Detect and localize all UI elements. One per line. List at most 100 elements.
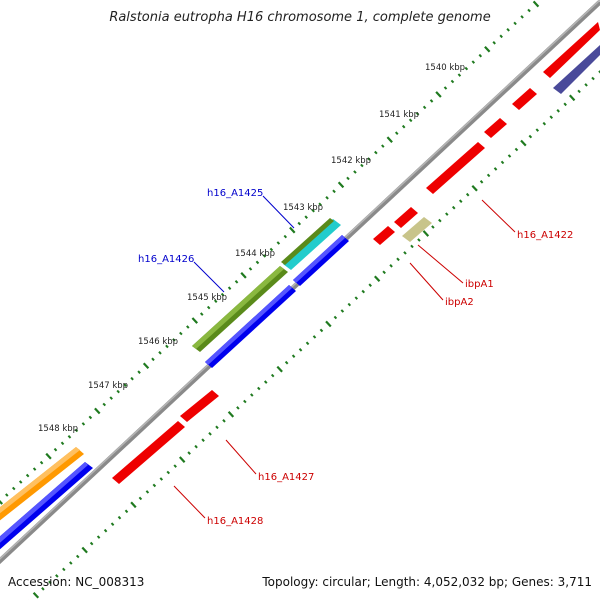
major-tick (81, 546, 88, 554)
gene-orange[interactable] (0, 447, 84, 522)
gene-label-h16-A1425[interactable]: h16_A1425 (207, 188, 263, 199)
minor-tick (354, 296, 359, 300)
gene-label-h16-A1426[interactable]: h16_A1426 (138, 254, 194, 265)
gene-label-h16-A1428[interactable]: h16_A1428 (207, 516, 263, 527)
minor-tick (151, 357, 155, 362)
minor-tick (333, 315, 338, 320)
gene-h16-A1428[interactable] (112, 421, 185, 484)
minor-tick (165, 344, 169, 349)
minor-tick (186, 325, 190, 329)
gene-ibpA2[interactable] (373, 226, 395, 245)
gene-h16-A1422-c[interactable] (512, 88, 537, 110)
forward-genes (0, 235, 349, 551)
major-tick (240, 272, 247, 279)
minor-tick (507, 154, 512, 158)
gene-h16-A1425-forward[interactable] (293, 235, 349, 286)
gene-label-ibpA1[interactable]: ibpA1 (465, 279, 494, 290)
minor-tick (471, 60, 476, 64)
minor-tick (74, 428, 79, 433)
minor-tick (124, 509, 129, 514)
gene-ibpA1-tan[interactable] (402, 217, 432, 242)
minor-tick (340, 309, 345, 313)
minor-tick (499, 34, 503, 39)
minor-tick (451, 205, 456, 210)
minor-tick (438, 218, 442, 223)
minor-tick (89, 541, 94, 546)
minor-tick (130, 376, 134, 381)
minor-tick (458, 199, 463, 203)
gene-h16-A1425-cyan[interactable] (283, 219, 341, 270)
major-tick (386, 136, 393, 143)
scale-label: 1542 kbp (331, 156, 371, 166)
gene-navy[interactable] (553, 45, 600, 94)
minor-tick (75, 554, 80, 559)
genome-summary-text: Topology: circular; Length: 4,052,032 bp… (262, 575, 592, 589)
minor-tick (145, 490, 150, 494)
label-leaders (173, 195, 516, 519)
minor-tick (270, 373, 275, 378)
gene-label-h16-A1422[interactable]: h16_A1422 (517, 230, 573, 241)
reverse-genes (112, 22, 600, 484)
gene-ibpA1-red[interactable] (394, 207, 418, 228)
scale-label: 1544 kbp (235, 249, 275, 259)
major-tick (32, 591, 40, 599)
scale-label: 1547 kbp (88, 381, 128, 391)
major-tick (520, 139, 527, 147)
gene-h16-A1422-d[interactable] (543, 22, 600, 78)
major-tick (0, 500, 4, 505)
minor-tick (563, 102, 567, 107)
major-tick (191, 317, 199, 324)
minor-tick (39, 460, 44, 465)
major-tick (45, 452, 52, 460)
minor-tick (598, 70, 600, 74)
gene-lower-left-forward[interactable] (0, 462, 93, 551)
gene-h16-A1426-forward[interactable] (205, 285, 296, 368)
gene-lower-left-forward-top (0, 462, 88, 543)
minor-tick (227, 286, 232, 290)
gene-label-h16-A1427[interactable]: h16_A1427 (258, 472, 314, 483)
scale-label: 1548 kbp (38, 424, 78, 434)
map-title: Ralstonia eutropha H16 chromosome 1, com… (109, 10, 491, 25)
minor-tick (549, 115, 554, 119)
minor-tick (591, 76, 595, 81)
minor-tick (255, 260, 260, 265)
minor-tick (297, 221, 302, 226)
scale-label: 1546 kbp (138, 337, 178, 347)
minor-tick (41, 587, 45, 591)
minor-tick (109, 396, 113, 400)
minor-tick (222, 419, 226, 423)
major-tick (227, 411, 235, 418)
gene-label-ibpA2[interactable]: ibpA2 (445, 297, 474, 308)
major-tick (325, 320, 332, 328)
minor-tick (382, 270, 386, 275)
major-tick (435, 91, 442, 98)
minor-tick (542, 121, 547, 126)
minor-tick (319, 328, 324, 333)
minor-tick (194, 444, 198, 449)
minor-tick (283, 234, 288, 239)
minor-tick (408, 118, 413, 123)
minor-tick (500, 160, 505, 165)
minor-tick (374, 150, 378, 155)
minor-tick (332, 189, 336, 194)
gene-h16-A1422-a[interactable] (426, 142, 485, 194)
gene-h16-A1425-olive[interactable] (281, 218, 334, 265)
minor-tick (443, 86, 448, 90)
minor-tick (166, 470, 171, 475)
minor-tick (513, 21, 517, 26)
minor-tick (206, 305, 211, 310)
major-tick (373, 275, 381, 283)
minor-tick (159, 477, 164, 481)
minor-tick (263, 380, 268, 384)
minor-tick (305, 341, 310, 346)
chromosome-backbone (0, 0, 600, 565)
minor-tick (304, 215, 308, 219)
gene-h16-A1422-b[interactable] (484, 118, 507, 138)
minor-tick (69, 561, 73, 565)
minor-tick (32, 467, 37, 471)
minor-tick (213, 299, 218, 303)
gene-h16-A1427[interactable] (180, 390, 219, 422)
major-tick (471, 184, 478, 192)
minor-tick (276, 241, 281, 245)
minor-tick (514, 147, 519, 152)
